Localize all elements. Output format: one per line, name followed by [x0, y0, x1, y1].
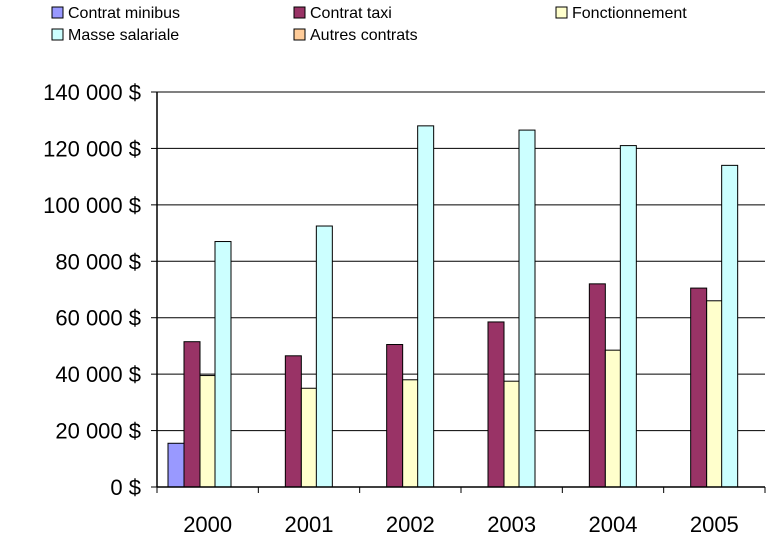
legend-label-autres-contrats: Autres contrats [310, 27, 418, 44]
x-tick-label: 2005 [690, 512, 739, 537]
y-tick-label: 40 000 $ [55, 362, 141, 387]
bar-fonctionnement-2005 [706, 300, 724, 488]
bar-fonctionnement-2001 [300, 387, 318, 488]
bar-masse-salariale-2001 [315, 225, 333, 488]
bar-masse-salariale-2005 [721, 164, 739, 488]
axes [156, 92, 766, 493]
y-tick-label: 80 000 $ [55, 249, 141, 274]
x-tick-label: 2001 [285, 512, 334, 537]
bar-contrat-taxi-2003 [487, 321, 505, 488]
legend-label-fonctionnement: Fonctionnement [572, 5, 687, 22]
legend-label-contrat-minibus: Contrat minibus [68, 5, 180, 22]
bar-fonctionnement-2003 [503, 380, 521, 488]
bar-masse-salariale-2003 [518, 129, 536, 488]
x-axis-tick-labels: 2000 2001 2002 2003 2004 2005 [183, 512, 739, 537]
gridlines [151, 91, 765, 488]
bar-fonctionnement-2002 [402, 379, 420, 488]
x-tick-label: 2000 [183, 512, 232, 537]
legend-swatch-contrat-taxi [293, 6, 306, 19]
y-tick-label: 120 000 $ [43, 136, 141, 161]
x-tick-label: 2002 [386, 512, 435, 537]
y-tick-label: 20 000 $ [55, 419, 141, 444]
y-tick-label: 60 000 $ [55, 306, 141, 331]
bar-fonctionnement-2004 [604, 349, 622, 488]
x-tick-label: 2003 [487, 512, 536, 537]
bar-contrat-taxi-2001 [284, 355, 302, 488]
bar-masse-salariale-2002 [417, 125, 435, 488]
bar-masse-salariale-2000 [214, 241, 232, 488]
bar-contrat-taxi-2005 [690, 287, 708, 488]
y-tick-label: 0 $ [110, 475, 141, 500]
bar-contrat-taxi-2002 [386, 344, 404, 488]
legend-swatch-masse-salariale [51, 28, 64, 41]
bars [167, 125, 739, 488]
legend-label-contrat-taxi: Contrat taxi [310, 5, 392, 22]
bar-fonctionnement-2000 [199, 375, 217, 488]
bar-contrat-taxi-2004 [588, 283, 606, 488]
bar-contrat-minibus-2000 [167, 442, 185, 488]
bar-contrat-taxi-2000 [183, 341, 201, 488]
y-tick-label: 140 000 $ [43, 80, 141, 105]
legend-swatch-contrat-minibus [51, 6, 64, 19]
legend-swatch-fonctionnement [555, 6, 568, 19]
bar-masse-salariale-2004 [619, 145, 637, 488]
legend-swatch-autres-contrats [293, 28, 306, 41]
legend-label-masse-salariale: Masse salariale [68, 27, 179, 44]
x-tick-label: 2004 [589, 512, 638, 537]
y-axis-tick-labels: 0 $ 20 000 $ 40 000 $ 60 000 $ 80 000 $ 100 0… [43, 80, 141, 500]
y-tick-label: 100 000 $ [43, 193, 141, 218]
chart-legend: Contrat minibus Contrat taxi Fonctionnemen… [51, 5, 687, 44]
